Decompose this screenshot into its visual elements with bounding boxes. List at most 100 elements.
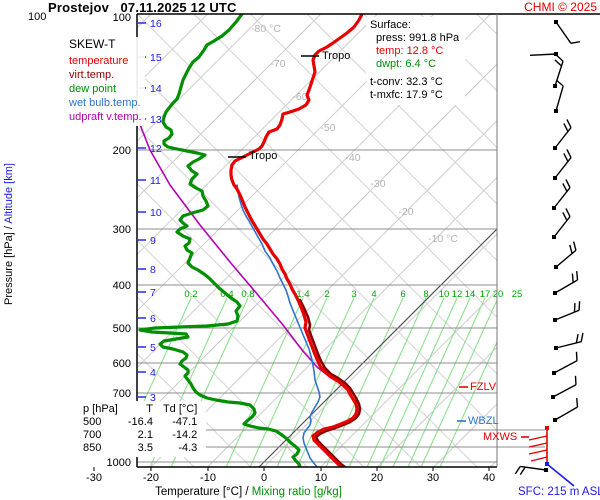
surface-dwpt: dwpt: 6.4 °C: [376, 58, 437, 70]
temp-tick-label: 30: [427, 472, 439, 484]
mixing-ratio-label: 10: [439, 289, 450, 300]
temp-tick-label: -30: [86, 472, 102, 484]
dry-adiabat-line: [137, 239, 365, 467]
wind-barb: [552, 208, 571, 239]
isotherm-label: -30: [370, 178, 385, 190]
y-axis-altitude-label: Altitude [km]: [3, 163, 15, 224]
isotherm-line: [376, 346, 497, 467]
dry-adiabat-line: [250, 14, 497, 262]
wind-barb: [553, 54, 564, 88]
zero-isotherm-line: [258, 228, 497, 467]
wind-barb: [553, 119, 572, 150]
isotherm-line: [137, 14, 435, 312]
x-axis-mixing-label: Mixing ratio [g/kg]: [251, 486, 342, 498]
pressure-tick-label: 500: [113, 323, 131, 335]
levels-table-header-cell: p [hPa]: [83, 403, 118, 415]
temp-tick-label: 10: [315, 472, 327, 484]
t-conv: t-conv: 32.3 °C: [370, 76, 443, 88]
temperature-curve: [229, 14, 364, 467]
altitude-tick-label: 9: [150, 235, 156, 247]
altitude-tick-label: 11: [150, 175, 161, 187]
wet-bulb-curve: [236, 184, 321, 467]
mixing-ratio-label: 12: [452, 289, 463, 300]
valid-datetime: 07.11.2025 12 UTC: [120, 0, 237, 15]
levels-table-cell: 700: [83, 429, 102, 441]
altitude-tick-label: 6: [150, 313, 156, 325]
t-mxfc: t-mxfc: 17.9 °C: [370, 89, 443, 101]
isotherm-label: -40: [345, 152, 360, 164]
altitude-tick-label: 13: [150, 114, 162, 126]
wind-barb-tick: [555, 54, 564, 62]
table-row: 500 -16.4 -47.1: [78, 416, 202, 429]
wind-barb: [554, 79, 564, 113]
mixing-ratio-label: 0.8: [241, 289, 254, 300]
isotherm-label: -70: [270, 58, 285, 70]
dry-adiabat-line: [137, 296, 308, 467]
mixing-ratio-label: 1.4: [296, 289, 309, 300]
mixing-ratio-label: 2: [324, 289, 329, 300]
mixing-ratio-line: [225, 297, 304, 467]
mixing-ratio-line: [366, 297, 445, 467]
table-row: p [hPa] T Td [°C]: [78, 403, 202, 416]
altitude-tick-label: 7: [150, 287, 156, 299]
wind-barb-staff: [553, 360, 578, 374]
pressure-label-100: 100: [28, 11, 47, 23]
wind-barb-tick: [555, 79, 564, 87]
wind-barb-staff: [555, 249, 577, 268]
mxws-barb-tick: [528, 435, 548, 441]
mixing-ratio-label: 17: [480, 289, 491, 300]
isotherm-line: [207, 176, 497, 467]
mixing-ratio-line: [420, 298, 497, 467]
surface-info-box: Surface: press: 991.8 hPa temp: 12.8 °C …: [366, 17, 466, 105]
wind-barb-staff: [553, 187, 571, 209]
wind-barb-tick: [566, 119, 572, 128]
mixing-ratio-label: 25: [512, 289, 523, 300]
isotherm-line: [263, 233, 497, 467]
altitude-tick-label: 5: [150, 342, 156, 354]
temp-tick-label: 20: [371, 472, 383, 484]
tropopause-label-1: Tropo: [322, 50, 351, 62]
mixing-ratio-line: [249, 297, 328, 467]
station-name: Prostejov: [48, 0, 110, 15]
wind-barb-tick: [580, 332, 584, 342]
tropopause-label-2: Tropo: [249, 150, 278, 162]
legend-dew-point: dew point: [69, 83, 117, 95]
isotherm-label: -10 °C: [428, 233, 458, 245]
wind-barb: [551, 375, 577, 399]
wind-barb-tick: [566, 149, 572, 158]
mixing-ratio-line: [348, 297, 427, 467]
pressure-tick-label: 1000: [107, 457, 131, 469]
surface-heading: Surface:: [370, 19, 411, 31]
levels-table-header-cell: Td [°C]: [162, 403, 198, 415]
levels-table-cell: -14.2: [172, 429, 198, 441]
mixing-ratio-label: 6: [400, 289, 405, 300]
wind-barb-staff: [529, 53, 557, 57]
diagram-type-label: SKEW-T: [69, 37, 116, 51]
legend-wet-bulb: wet bulb.temp.: [69, 97, 141, 109]
curves-layer: [137, 14, 364, 467]
y-axis-caption: Pressure [hPa] / Altitude [km]: [3, 11, 16, 457]
mixing-ratio-label: 0.2: [184, 289, 197, 300]
wind-barb: [553, 397, 579, 422]
legend: SKEW-T temperature virt.temp. dew point …: [66, 37, 145, 126]
pressure-tick-label: 600: [113, 358, 131, 370]
max-wind-shear-label: MXWS: [483, 431, 518, 443]
wind-barb: [553, 301, 581, 322]
levels-table-header-cell: T: [146, 403, 153, 415]
mixing-ratio-label: 14: [465, 289, 476, 300]
wind-barb-tick: [572, 241, 577, 251]
legend-temperature: temperature: [69, 55, 129, 67]
x-axis-temperature-label: Temperature [°C]: [155, 486, 243, 498]
mixing-ratio-label: 4: [371, 289, 376, 300]
dry-adiabat-line: [137, 183, 421, 467]
wind-barb-staff: [554, 127, 572, 149]
wind-barb: [554, 20, 580, 44]
wind-barb: [554, 332, 584, 350]
wind-barb-staff: [554, 279, 578, 294]
table-row: 700 2.1 -14.2: [78, 429, 202, 442]
wind-barb-tick: [575, 333, 579, 344]
temp-tick-label: -10: [200, 472, 216, 484]
mxws-barb-tick: [528, 442, 548, 448]
wind-barb-tick: [519, 466, 526, 476]
